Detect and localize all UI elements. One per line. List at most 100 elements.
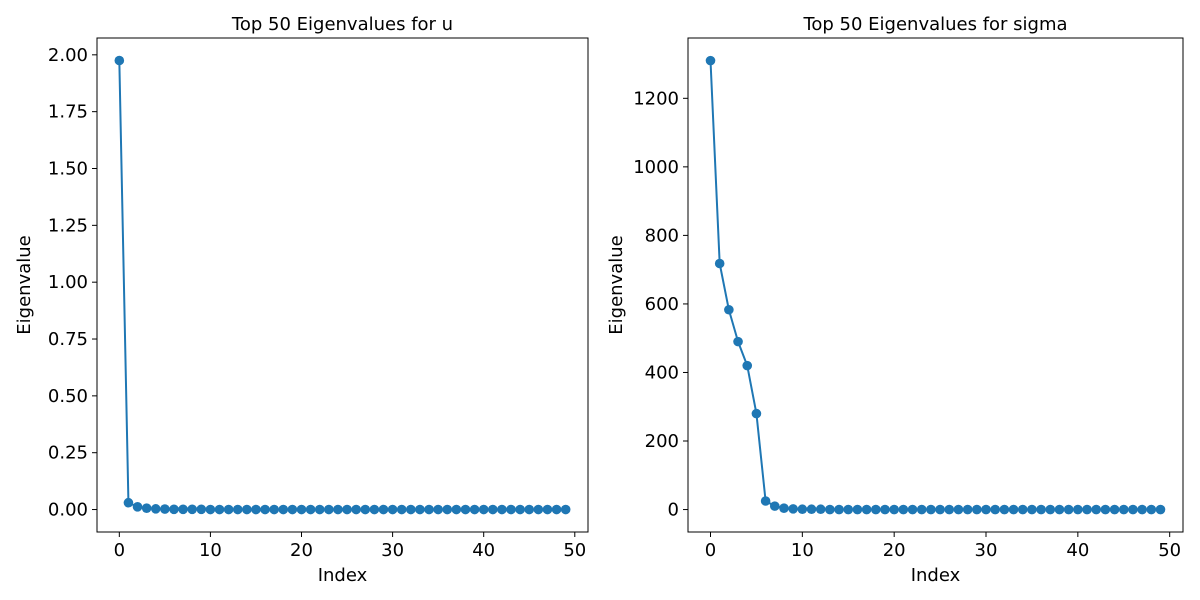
data-point xyxy=(269,504,279,515)
data-point xyxy=(333,504,343,515)
data-point xyxy=(123,497,134,508)
data-point xyxy=(524,504,535,515)
data-point xyxy=(1091,504,1102,515)
data-point xyxy=(1100,504,1111,515)
x-axis-label: Index xyxy=(911,565,961,586)
x-tick-label: 30 xyxy=(975,540,998,561)
data-point xyxy=(935,504,945,515)
data-point xyxy=(880,504,890,515)
data-point xyxy=(287,504,298,515)
data-point xyxy=(972,504,982,515)
y-tick-label: 0.25 xyxy=(48,443,88,464)
data-point xyxy=(396,504,407,515)
y-tick-label: 0.50 xyxy=(48,386,88,407)
plot-frame xyxy=(96,37,589,533)
data-point xyxy=(369,504,380,515)
data-point xyxy=(962,504,973,515)
data-point xyxy=(1155,504,1166,515)
data-point xyxy=(1017,504,1028,515)
data-point xyxy=(742,360,753,371)
data-point xyxy=(260,504,270,515)
data-point xyxy=(114,55,125,66)
data-point xyxy=(223,504,234,515)
data-point xyxy=(378,504,389,515)
data-point xyxy=(907,504,918,515)
data-point xyxy=(815,504,826,515)
chart-eigenvalues-sigma: Top 50 Eigenvalues for sigma Index Eigen… xyxy=(606,14,1184,586)
data-point xyxy=(1073,504,1083,515)
data-point xyxy=(788,504,798,514)
data-point xyxy=(953,504,964,515)
x-tick-label: 0 xyxy=(705,540,716,561)
data-point xyxy=(488,504,498,515)
y-axis-label: Eigenvalue xyxy=(606,235,627,334)
x-tick-label: 50 xyxy=(1158,540,1181,561)
y-tick-label: 400 xyxy=(645,362,679,383)
data-point xyxy=(769,501,780,511)
data-point xyxy=(981,504,991,515)
series-line xyxy=(709,60,1161,511)
data-point xyxy=(999,504,1010,515)
data-point xyxy=(1036,504,1046,515)
x-tick-label: 10 xyxy=(199,540,222,561)
x-tick-label: 50 xyxy=(563,540,586,561)
y-tick-label: 1000 xyxy=(633,157,679,178)
data-point xyxy=(806,504,817,515)
data-point xyxy=(232,504,243,515)
y-tick-label: 1.00 xyxy=(48,272,88,293)
y-tick-label: 1.25 xyxy=(48,215,88,236)
data-point xyxy=(169,504,179,515)
data-point xyxy=(460,504,471,515)
x-axis-label: Index xyxy=(318,565,368,586)
data-point xyxy=(1137,504,1147,515)
data-point xyxy=(278,504,289,515)
data-point xyxy=(296,504,307,515)
data-point xyxy=(141,503,152,513)
chart-title: Top 50 Eigenvalues for sigma xyxy=(802,14,1067,35)
data-point xyxy=(1045,504,1056,515)
x-tick-label: 20 xyxy=(290,540,313,561)
y-tick-label: 2.00 xyxy=(48,45,88,66)
data-point xyxy=(160,504,170,514)
data-point xyxy=(714,258,725,269)
data-point xyxy=(1027,504,1037,515)
data-point xyxy=(251,504,261,515)
data-point xyxy=(1146,504,1157,515)
data-point xyxy=(342,504,352,515)
data-point xyxy=(433,504,443,515)
data-point xyxy=(205,504,216,515)
x-tick-label: 30 xyxy=(381,540,404,561)
data-point xyxy=(843,504,854,515)
data-point xyxy=(406,504,416,515)
y-tick-label: 1200 xyxy=(633,88,679,109)
data-point xyxy=(1054,504,1065,515)
data-point xyxy=(733,336,743,347)
data-point xyxy=(478,504,489,515)
data-point xyxy=(889,504,899,515)
data-point xyxy=(451,504,462,515)
data-point xyxy=(497,504,507,515)
data-point xyxy=(760,496,771,506)
data-point xyxy=(944,504,955,515)
data-point xyxy=(797,504,808,515)
data-point xyxy=(1128,504,1138,515)
data-point xyxy=(825,504,835,515)
data-point xyxy=(1063,504,1074,515)
data-point xyxy=(132,502,143,512)
data-point xyxy=(916,504,927,515)
data-point xyxy=(551,504,562,515)
data-point xyxy=(196,504,207,515)
x-tick-label: 0 xyxy=(114,540,125,561)
series-line xyxy=(118,60,566,511)
y-tick-label: 600 xyxy=(645,294,679,315)
data-point xyxy=(779,503,789,513)
data-point xyxy=(187,504,197,515)
data-point xyxy=(214,504,225,515)
y-tick-label: 1.50 xyxy=(48,159,88,180)
data-point xyxy=(515,504,525,515)
data-point xyxy=(560,504,571,515)
x-tick-label: 10 xyxy=(791,540,814,561)
data-point xyxy=(834,504,844,515)
data-point xyxy=(724,304,734,315)
